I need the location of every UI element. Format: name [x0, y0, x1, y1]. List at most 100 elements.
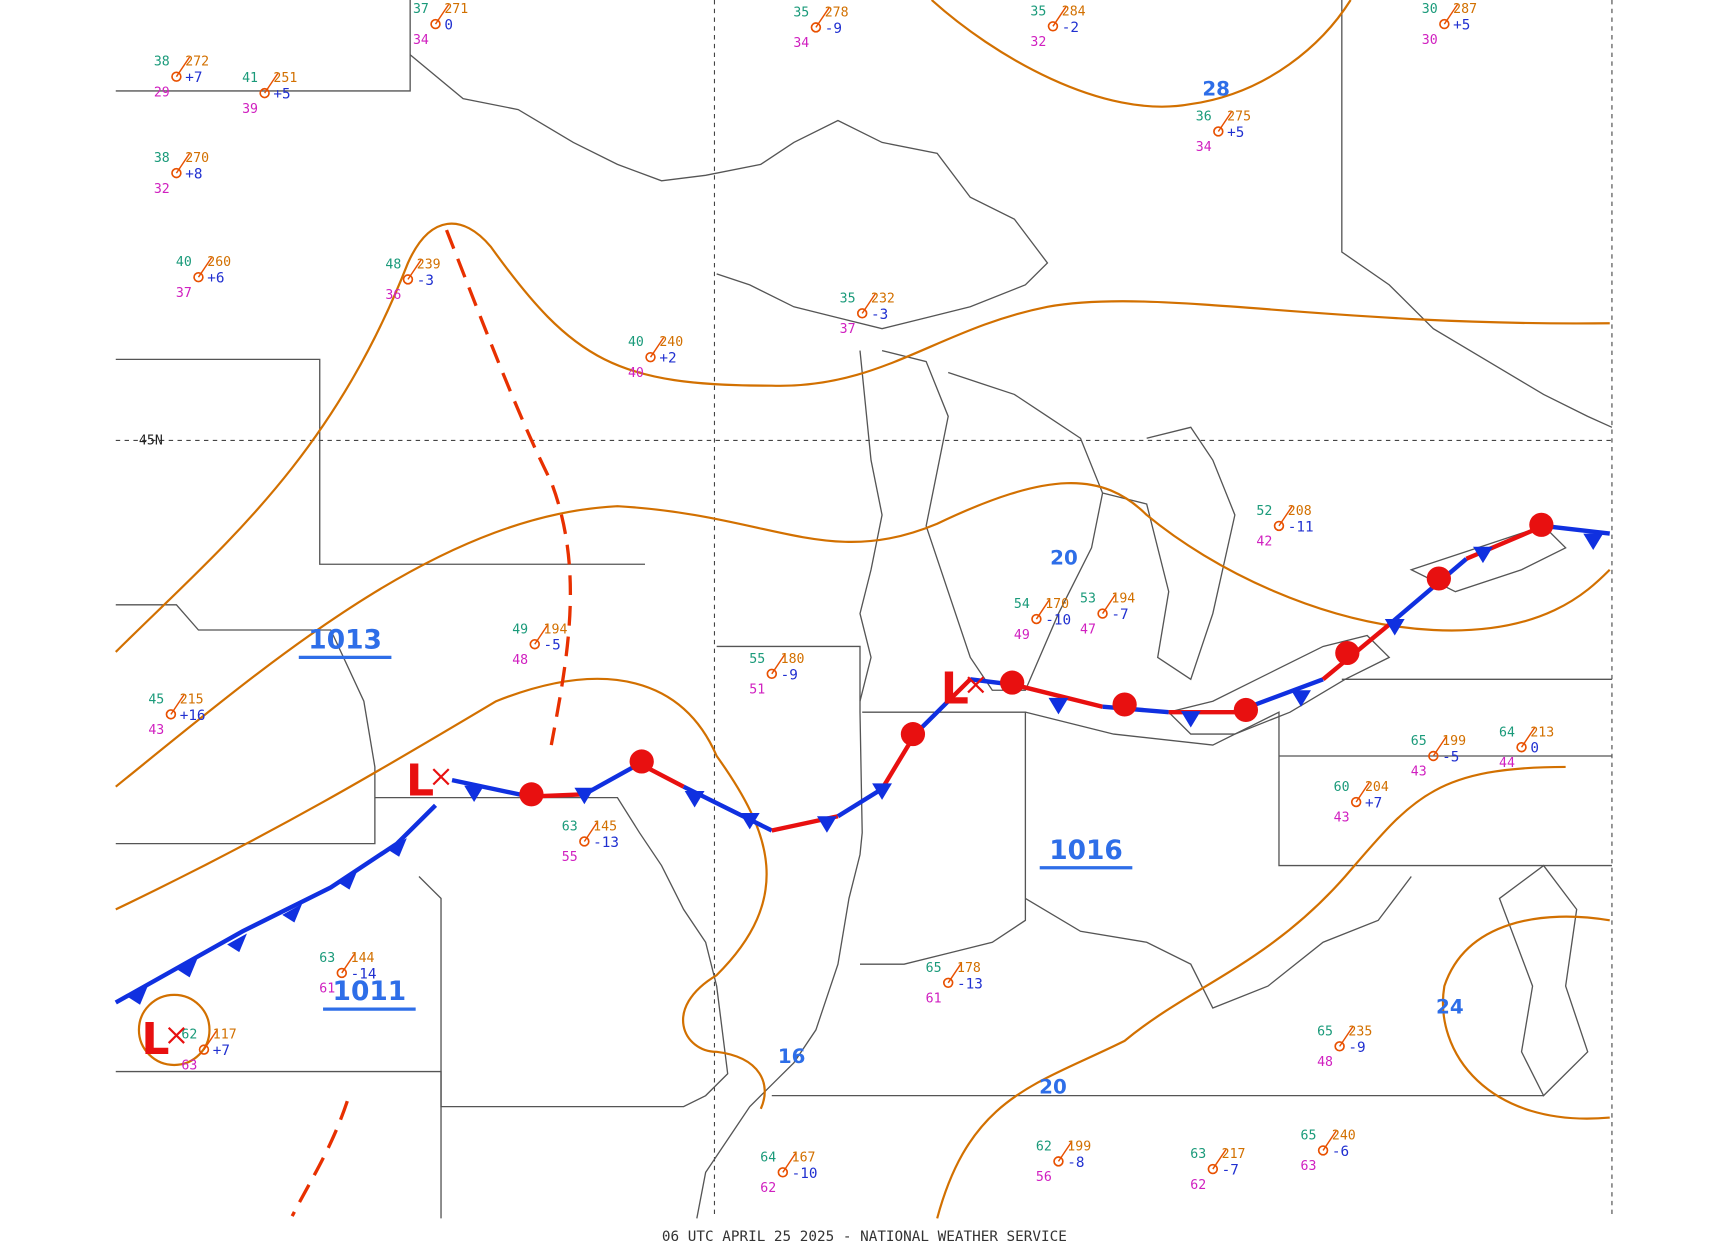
border	[1025, 876, 1412, 1009]
wind-barb	[175, 152, 191, 174]
station-dewpoint: 34	[793, 36, 809, 51]
station-temp: 35	[1030, 4, 1046, 19]
station-temp: 48	[385, 257, 401, 272]
station-pressure: 144	[351, 951, 375, 966]
station-tendency: -8	[1067, 1155, 1084, 1171]
station-circle	[165, 709, 177, 720]
station-pressure: 145	[593, 820, 617, 835]
station-plot: 36 275+5 34	[1196, 110, 1251, 156]
border	[115, 358, 645, 565]
station-dewpoint: 48	[512, 653, 528, 668]
border	[115, 604, 376, 845]
front-triangle	[817, 816, 837, 833]
station-temp: 30	[1422, 2, 1438, 17]
front-segment	[451, 777, 530, 799]
borders	[115, 0, 1613, 1219]
station-tendency: +7	[1365, 796, 1382, 812]
wind-barb	[407, 259, 422, 280]
front-triangle	[1384, 619, 1405, 636]
wind-barb	[782, 1152, 797, 1173]
station-temp: 36	[1196, 110, 1212, 125]
station-pressure: 270	[185, 151, 209, 166]
station-circle	[1334, 1041, 1345, 1052]
station-plot: 62 199-8 56	[1036, 1139, 1091, 1185]
wind-barb	[1101, 593, 1117, 614]
station-circle	[1350, 796, 1362, 808]
station-temp: 40	[628, 335, 644, 350]
front-triangle	[739, 812, 760, 830]
border	[409, 54, 1049, 330]
station-pressure: 287	[1453, 2, 1477, 17]
station-dewpoint: 29	[154, 85, 170, 100]
isobar	[115, 677, 768, 1110]
front-segment	[946, 677, 972, 703]
station-circle	[856, 308, 868, 319]
station-circle	[198, 1044, 210, 1055]
station-tendency: -3	[417, 273, 434, 289]
station-dewpoint: 44	[1499, 756, 1515, 771]
station-circle	[1097, 608, 1108, 619]
wind-barb	[649, 337, 665, 358]
station-plot: 62 117+7 63	[181, 1028, 236, 1074]
front-semicircle	[1000, 670, 1025, 695]
low-mark	[967, 676, 985, 694]
front-triangle	[1583, 533, 1604, 551]
station-pressure: 199	[1442, 734, 1466, 749]
station-circle	[171, 167, 182, 179]
station-dewpoint: 43	[148, 723, 164, 738]
station-tendency: 0	[1530, 741, 1539, 757]
station-dewpoint: 63	[1301, 1159, 1317, 1174]
station-pressure: 235	[1348, 1024, 1372, 1039]
station-circle	[1031, 613, 1042, 625]
station-temp: 37	[413, 2, 429, 17]
station-dewpoint: 62	[1190, 1178, 1206, 1193]
station-pressure: 278	[825, 5, 849, 20]
station-dewpoint: 56	[1036, 1170, 1052, 1185]
low-center: L	[941, 664, 969, 715]
station-temp: 54	[1014, 597, 1030, 612]
station-plot: 52 208-11 42	[1256, 504, 1313, 550]
pressure-center: 1011	[333, 977, 407, 1007]
station-tendency: -10	[1045, 613, 1071, 629]
station-pressure: 204	[1365, 780, 1389, 795]
station-tendency: -13	[593, 835, 619, 851]
front-triangle	[1180, 711, 1201, 728]
station-dewpoint: 37	[840, 322, 856, 337]
front-semicircle	[519, 782, 544, 807]
station-circle	[430, 18, 441, 30]
station-circle	[1207, 1163, 1219, 1175]
station-pressure: 199	[1067, 1139, 1091, 1154]
isobar-label: 20	[1039, 1076, 1067, 1099]
wind-barb	[1339, 1026, 1354, 1047]
station-temp: 38	[154, 55, 170, 70]
front-triangle	[1291, 690, 1311, 707]
border	[696, 645, 863, 1219]
station-plot: 63 144-14 61	[319, 951, 376, 997]
wind-barb	[1278, 505, 1293, 527]
station-temp: 64	[1499, 725, 1515, 740]
front-semicircle	[629, 749, 654, 774]
station-circle	[1516, 742, 1527, 753]
front-segment	[583, 761, 641, 797]
pressure-center: 1016	[1049, 836, 1123, 866]
station-dewpoint: 34	[1196, 140, 1212, 155]
station-pressure: 167	[792, 1150, 816, 1165]
station-tendency: -5	[1442, 750, 1459, 766]
station-circle	[1439, 18, 1450, 30]
station-dewpoint: 43	[1411, 765, 1427, 780]
station-tendency: -9	[1348, 1040, 1365, 1056]
station-pressure: 275	[1227, 110, 1251, 125]
wind-barb	[1443, 3, 1459, 25]
station-circle	[579, 836, 590, 847]
station-dewpoint: 42	[1256, 535, 1272, 550]
front-triangle	[127, 986, 148, 1005]
station-plot: 65 235-9 48	[1317, 1024, 1372, 1070]
station-circle	[402, 274, 414, 285]
front-triangle	[282, 903, 303, 923]
station-tendency: -7	[1222, 1163, 1239, 1179]
station-plot: 65 178-13 61	[926, 961, 983, 1007]
station-plot: 63 217-7 62	[1190, 1147, 1245, 1193]
